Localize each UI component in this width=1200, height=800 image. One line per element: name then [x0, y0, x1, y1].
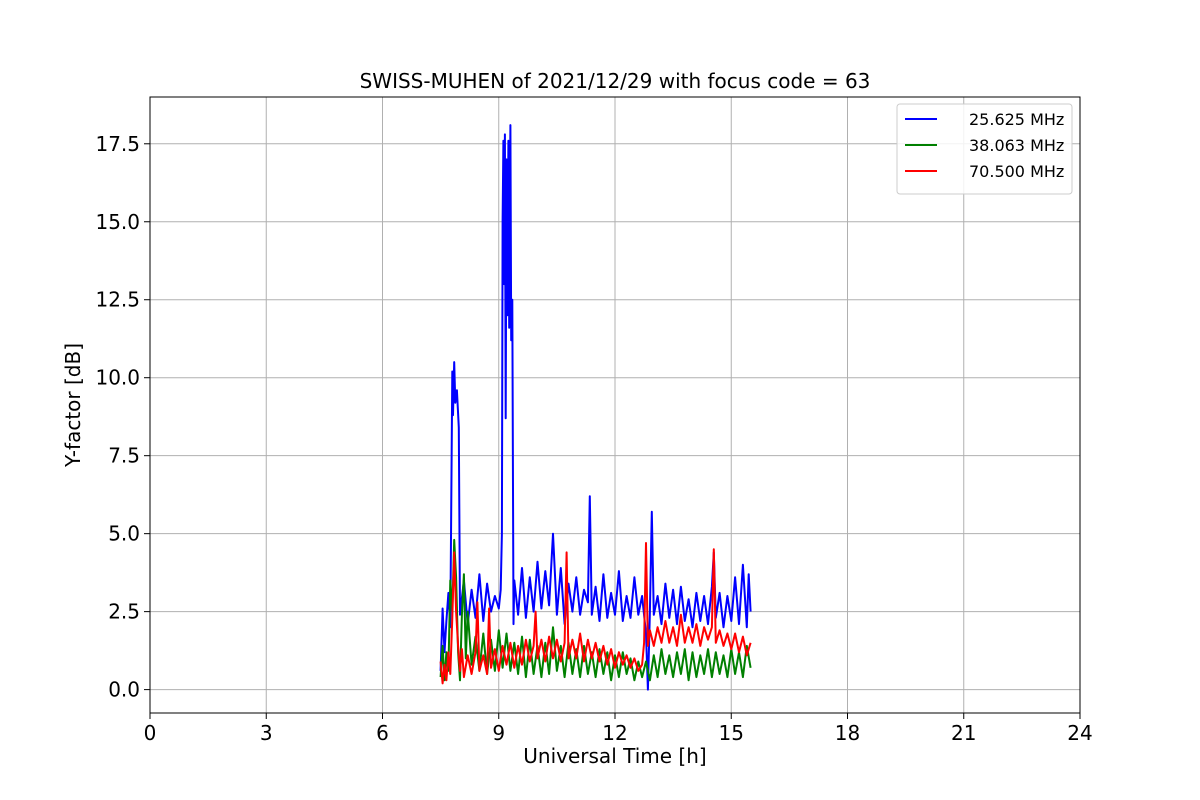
- x-tick-label: 0: [144, 721, 157, 745]
- legend-label: 38.063 MHz: [969, 136, 1064, 155]
- y-axis-title: Y-factor [dB]: [61, 343, 85, 468]
- series-lines: [439, 124, 752, 691]
- legend-label: 25.625 MHz: [969, 110, 1064, 129]
- x-tick-label: 18: [835, 721, 860, 745]
- y-tick-label: 0.0: [108, 678, 140, 702]
- series-line-3: [439, 542, 752, 685]
- x-tick-label: 24: [1067, 721, 1092, 745]
- y-tick-label: 12.5: [95, 288, 140, 312]
- x-tick-label: 3: [260, 721, 273, 745]
- x-tick-label: 15: [719, 721, 744, 745]
- legend-label: 70.500 MHz: [969, 162, 1064, 181]
- legend-box: [896, 103, 1073, 195]
- x-axis-title: Universal Time [h]: [523, 744, 706, 768]
- x-tick-label: 21: [951, 721, 976, 745]
- y-tick-label: 17.5: [95, 132, 140, 156]
- chart-title: SWISS-MUHEN of 2021/12/29 with focus cod…: [360, 69, 871, 93]
- y-tick-label: 2.5: [108, 600, 140, 624]
- x-tick-label: 9: [492, 721, 505, 745]
- y-tick-label: 10.0: [95, 366, 140, 390]
- x-axis-ticks: 0 3 6 9 12 15 18 21 24: [144, 713, 1093, 745]
- y-axis-ticks: 0.0 2.5 5.0 7.5 10.0 12.5 15.0 17.5: [95, 132, 150, 702]
- series-line-2: [439, 538, 752, 682]
- x-tick-label: 12: [602, 721, 627, 745]
- y-tick-label: 7.5: [108, 444, 140, 468]
- series-line-1: [439, 124, 752, 691]
- legend: 25.625 MHz 38.063 MHz 70.500 MHz: [896, 103, 1073, 195]
- y-tick-label: 5.0: [108, 522, 140, 546]
- x-tick-label: 6: [376, 721, 389, 745]
- y-tick-label: 15.0: [95, 210, 140, 234]
